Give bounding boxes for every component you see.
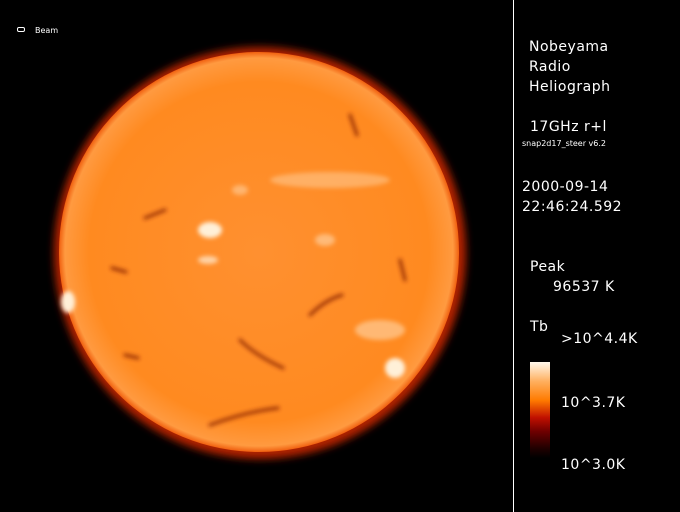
date-label: 2000-09-14 xyxy=(522,179,609,195)
peak-label: Peak xyxy=(530,259,566,275)
solar-disk-image xyxy=(54,47,466,459)
bright-plage-regions xyxy=(61,172,405,378)
solar-disk xyxy=(59,52,459,452)
divider-line xyxy=(513,0,514,512)
colorbar-min-label: 10^3.0K xyxy=(561,457,626,473)
frequency-label: 17GHz r+l xyxy=(530,119,607,135)
software-label: snap2d17_steer v6.2 xyxy=(522,139,607,148)
colorbar xyxy=(530,362,550,458)
instrument-line1: Nobeyama xyxy=(529,39,609,55)
beam-label: Beam xyxy=(35,26,59,35)
dark-filaments xyxy=(110,113,407,427)
colorbar-label: Tb xyxy=(530,319,549,335)
time-label: 22:46:24.592 xyxy=(522,199,623,215)
instrument-line3: Heliograph xyxy=(529,79,611,95)
peak-value: 96537 K xyxy=(553,279,615,295)
beam-icon xyxy=(17,27,25,32)
colorbar-max-label: >10^4.4K xyxy=(561,331,638,347)
colorbar-mid-label: 10^3.7K xyxy=(561,395,626,411)
instrument-line2: Radio xyxy=(529,59,571,75)
